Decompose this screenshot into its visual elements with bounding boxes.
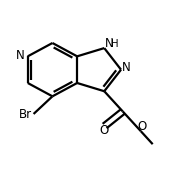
Text: N: N <box>105 37 113 50</box>
Text: N: N <box>122 61 131 74</box>
Text: H: H <box>111 39 119 49</box>
Text: O: O <box>99 124 108 137</box>
Text: O: O <box>137 120 146 133</box>
Text: Br: Br <box>19 108 32 121</box>
Text: N: N <box>16 49 25 62</box>
